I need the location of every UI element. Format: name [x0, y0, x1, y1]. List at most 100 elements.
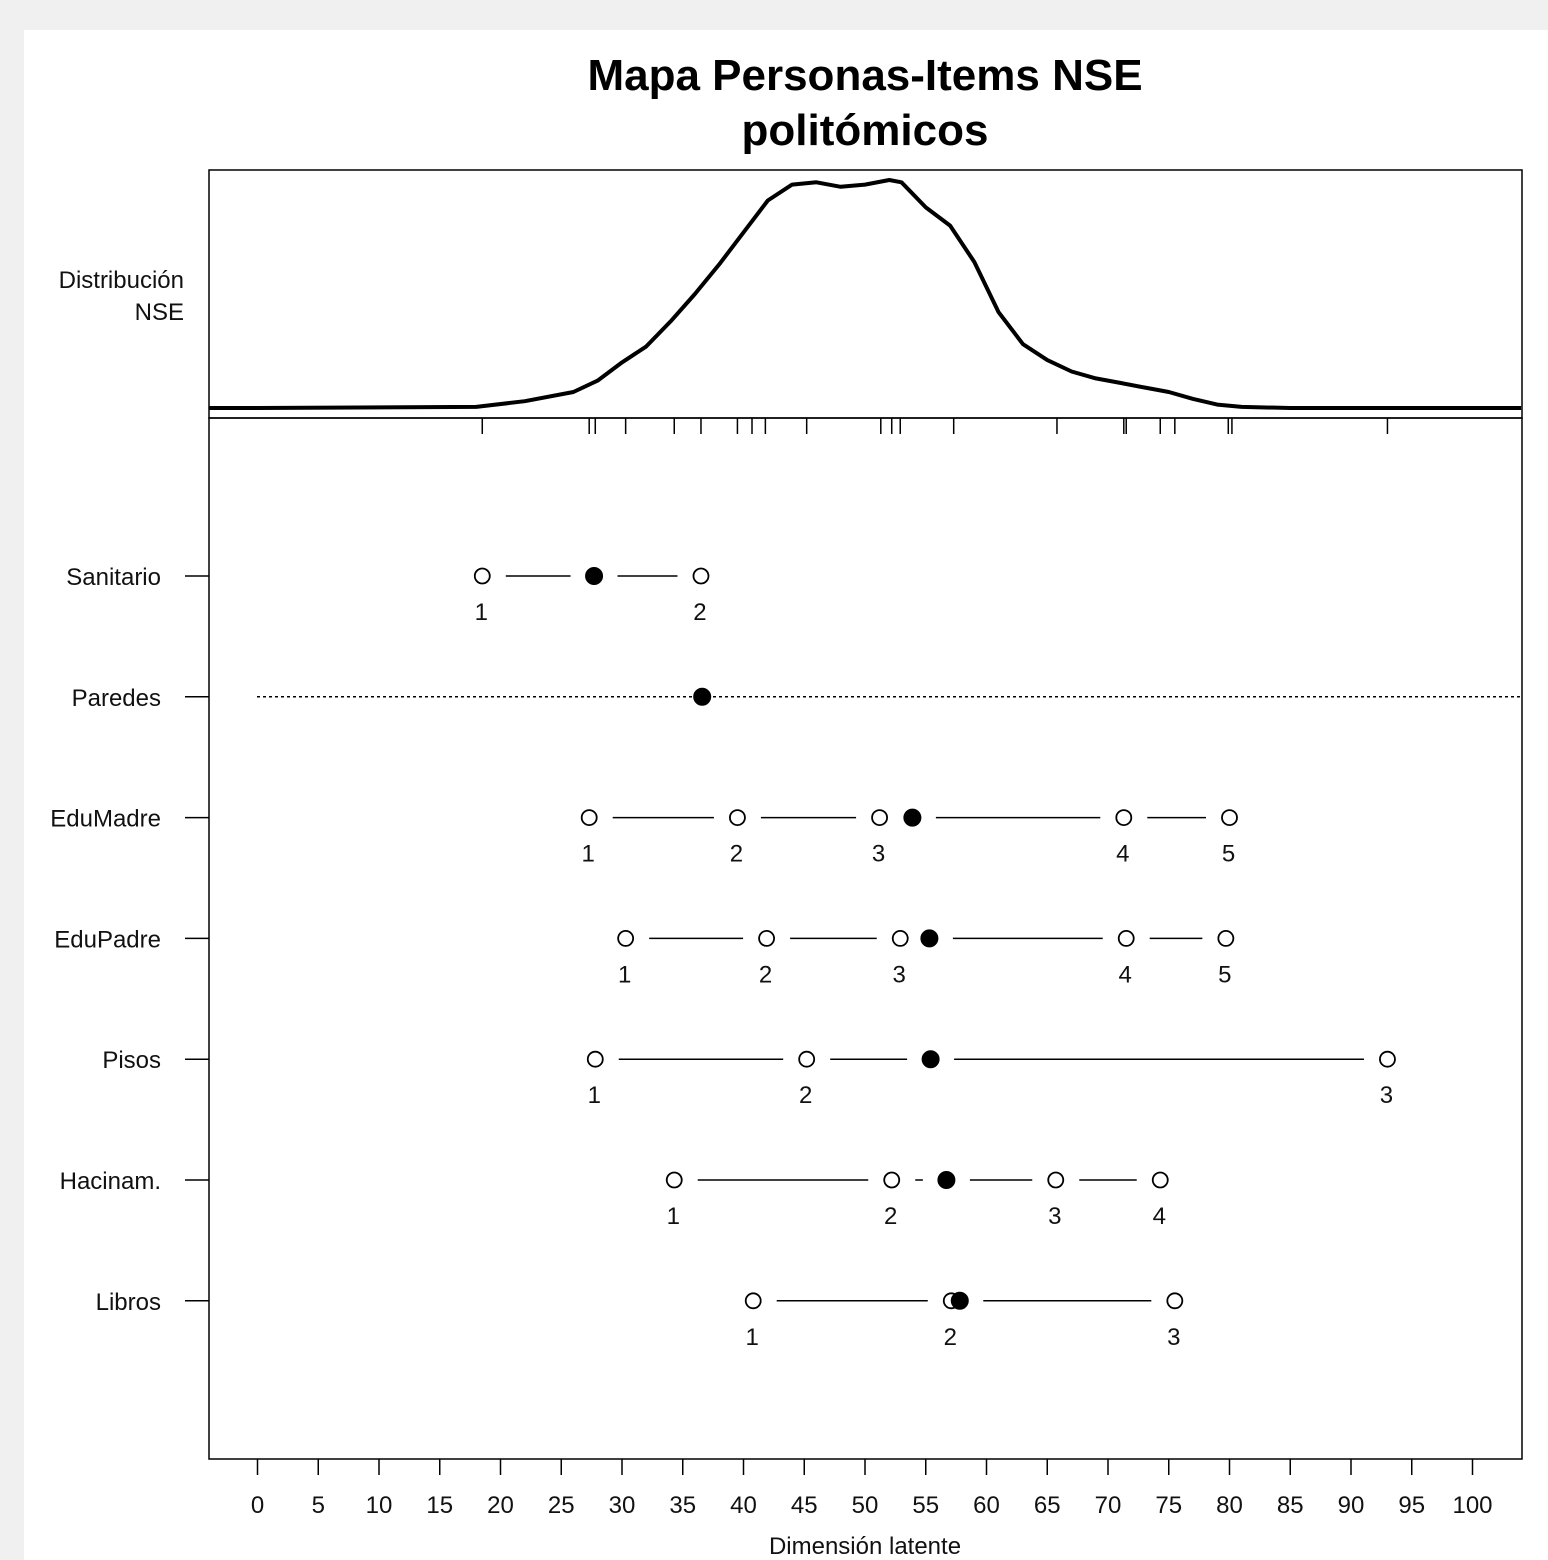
threshold-point [1117, 930, 1135, 947]
threshold-point [1217, 930, 1235, 947]
x-tick-label: 40 [730, 1492, 757, 1519]
density-panel-frame [208, 169, 1523, 419]
threshold-label: 4 [1116, 841, 1129, 868]
x-tick-label: 95 [1398, 1492, 1425, 1519]
threshold-point [871, 809, 888, 826]
threshold-point [1047, 1171, 1065, 1189]
item-location-point [903, 808, 922, 827]
x-tick-label: 50 [852, 1492, 879, 1519]
x-tick-label: 55 [912, 1492, 939, 1519]
threshold-point [692, 567, 710, 585]
threshold-point [665, 1171, 683, 1189]
threshold-point [1115, 809, 1133, 826]
density-label-line-1: Distribución [59, 267, 184, 294]
chart-title-line-1: Mapa Personas-Items NSE [587, 51, 1142, 100]
item-row: EduPadre 1 2 3 4 5 [54, 926, 1235, 988]
threshold-point [580, 809, 598, 826]
density-layer [209, 178, 1522, 410]
x-axis: 0 5 10 15 20 25 30 35 40 45 50 55 60 65 70 75 80 85 90 95 10… [251, 1459, 1493, 1519]
threshold-point [1379, 1050, 1396, 1068]
density-label-line-2: NSE [135, 299, 184, 326]
density-panel-label: Distribución NSE [59, 267, 184, 326]
x-tick-label: 65 [1034, 1492, 1061, 1519]
threshold-point [617, 930, 635, 947]
threshold-point [1166, 1292, 1184, 1310]
x-tick-label: 15 [426, 1492, 453, 1519]
threshold-label: 2 [759, 961, 772, 988]
threshold-label: 3 [893, 961, 906, 988]
item-location-point [937, 1171, 956, 1189]
item-location-point [585, 567, 604, 585]
x-tick-label: 25 [548, 1492, 575, 1519]
x-tick-label: 0 [251, 1492, 264, 1519]
threshold-label: 4 [1153, 1203, 1166, 1230]
x-axis-label: Dimensión latente [769, 1533, 961, 1560]
threshold-point [473, 567, 491, 585]
threshold-point [586, 1050, 604, 1068]
x-tick-label: 80 [1216, 1492, 1243, 1519]
item-location-point [693, 687, 712, 706]
items-layer: Sanitario 1 2 Paredes EduMadre 1 2 3 4 5 EduPadre 1… [50, 564, 1522, 1351]
item-label: Pisos [102, 1047, 161, 1074]
item-label: Paredes [72, 685, 161, 712]
item-label: Hacinam. [60, 1168, 161, 1195]
threshold-label: 1 [618, 961, 631, 988]
density-curve [209, 178, 1522, 410]
threshold-point [798, 1050, 816, 1068]
item-row: Sanitario 1 2 [66, 564, 710, 626]
threshold-point [1151, 1171, 1169, 1189]
threshold-label: 2 [799, 1082, 812, 1109]
threshold-label: 1 [475, 599, 488, 626]
x-tick-label: 85 [1277, 1492, 1304, 1519]
chart-title: Mapa Personas-Items NSE politómicos [587, 51, 1142, 155]
person-item-map-chart: Mapa Personas-Items NSE politómicos Dist… [50, 51, 1523, 1560]
threshold-label: 3 [1048, 1203, 1061, 1230]
item-row: Paredes [72, 685, 1522, 712]
x-tick-label: 10 [366, 1492, 393, 1519]
threshold-point [729, 809, 746, 826]
threshold-label: 2 [693, 599, 706, 626]
threshold-label: 4 [1119, 961, 1132, 988]
threshold-point [891, 930, 909, 947]
item-row: Hacinam. 1 2 3 4 [60, 1168, 1169, 1230]
x-tick-label: 70 [1095, 1492, 1122, 1519]
item-label: EduPadre [54, 926, 161, 953]
x-tick-label: 30 [609, 1492, 636, 1519]
threshold-label: 2 [944, 1324, 957, 1351]
threshold-label: 3 [1380, 1082, 1393, 1109]
x-tick-label: 60 [973, 1492, 1000, 1519]
item-location-point [921, 1050, 940, 1069]
item-label: EduMadre [50, 806, 161, 833]
threshold-label: 2 [730, 841, 743, 868]
item-row: Pisos 1 2 3 [102, 1047, 1396, 1109]
threshold-point [744, 1292, 762, 1310]
x-tick-label: 75 [1155, 1492, 1182, 1519]
chart-canvas: Mapa Personas-Items NSE politómicos Dist… [24, 30, 1548, 1560]
threshold-label: 1 [667, 1203, 680, 1230]
threshold-label: 1 [582, 841, 595, 868]
threshold-label: 3 [872, 841, 885, 868]
threshold-label: 5 [1218, 961, 1231, 988]
item-label: Sanitario [66, 564, 161, 591]
item-location-point [920, 929, 939, 948]
x-tick-label: 45 [791, 1492, 818, 1519]
threshold-point [758, 930, 775, 947]
rug-layer [481, 418, 1389, 434]
x-tick-label: 20 [487, 1492, 514, 1519]
x-tick-label: 90 [1338, 1492, 1365, 1519]
threshold-label: 3 [1167, 1324, 1180, 1351]
item-label: Libros [96, 1289, 161, 1316]
threshold-label: 5 [1222, 841, 1235, 868]
threshold-label: 2 [884, 1203, 897, 1230]
threshold-label: 1 [588, 1082, 601, 1109]
chart-title-line-2: politómicos [742, 106, 989, 155]
threshold-point [1221, 809, 1238, 826]
item-row: EduMadre 1 2 3 4 5 [50, 806, 1238, 868]
item-location-point [950, 1291, 969, 1310]
x-tick-label: 35 [669, 1492, 696, 1519]
threshold-point [883, 1171, 901, 1189]
threshold-label: 1 [746, 1324, 759, 1351]
item-row: Libros 1 2 3 [96, 1289, 1184, 1351]
x-tick-label: 5 [312, 1492, 325, 1519]
x-tick-label: 100 [1452, 1492, 1492, 1519]
